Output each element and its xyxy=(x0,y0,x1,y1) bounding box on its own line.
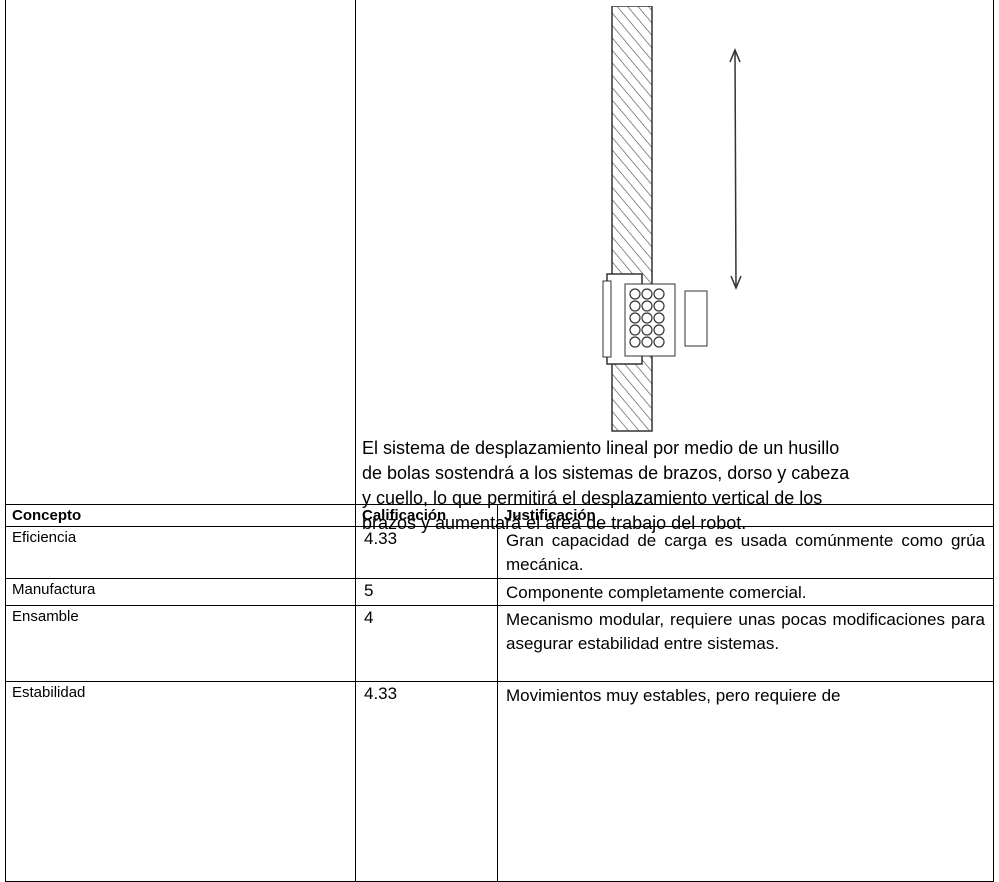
justification-cell: Componente completamente comercial. xyxy=(497,578,994,606)
justification-cell: Mecanismo modular, requiere unas pocas m… xyxy=(497,605,994,682)
concept-cell: Eficiencia xyxy=(5,526,356,579)
justification-cell: Gran capacidad de carga es usada comúnme… xyxy=(497,526,994,579)
concept-cell: Manufactura xyxy=(5,578,356,606)
score-cell: 5 xyxy=(355,578,498,606)
concept-cell: Estabilidad xyxy=(5,681,356,882)
concept-cell: Ensamble xyxy=(5,605,356,682)
score-cell: 4 xyxy=(355,605,498,682)
sketch xyxy=(602,6,742,432)
header-cell: Justificación xyxy=(497,504,994,527)
header-cell: Calificación xyxy=(355,504,498,527)
score-cell: 4.33 xyxy=(355,681,498,882)
page: El sistema de desplazamiento lineal por … xyxy=(5,0,994,882)
score-cell: 4.33 xyxy=(355,526,498,579)
empty-cell xyxy=(5,0,356,505)
description: El sistema de desplazamiento lineal por … xyxy=(362,438,850,533)
header-cell: Concepto xyxy=(5,504,356,527)
justification-cell: Movimientos muy estables, pero requiere … xyxy=(497,681,994,882)
